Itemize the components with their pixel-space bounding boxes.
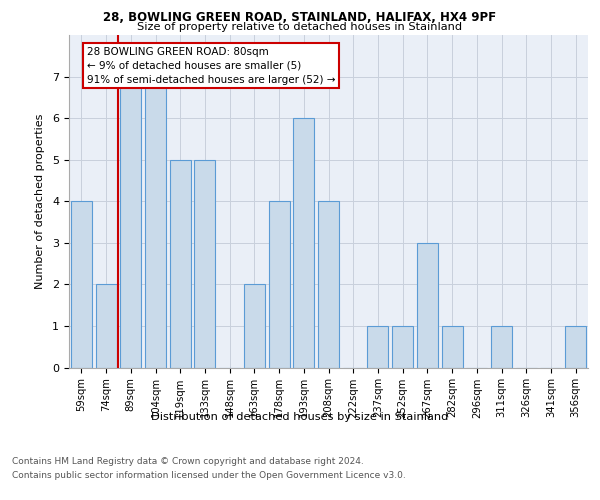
Bar: [244, 284, 265, 368]
Text: Contains HM Land Registry data © Crown copyright and database right 2024.: Contains HM Land Registry data © Crown c…: [12, 458, 364, 466]
Bar: [95, 284, 116, 368]
Bar: [120, 76, 141, 368]
Bar: [269, 201, 290, 368]
Bar: [367, 326, 388, 368]
Bar: [491, 326, 512, 368]
Bar: [145, 76, 166, 368]
Text: 28, BOWLING GREEN ROAD, STAINLAND, HALIFAX, HX4 9PF: 28, BOWLING GREEN ROAD, STAINLAND, HALIF…: [103, 11, 497, 24]
Bar: [417, 243, 438, 368]
Bar: [71, 201, 92, 368]
Y-axis label: Number of detached properties: Number of detached properties: [35, 114, 45, 289]
Text: Size of property relative to detached houses in Stainland: Size of property relative to detached ho…: [137, 22, 463, 32]
Bar: [565, 326, 586, 368]
Bar: [293, 118, 314, 368]
Text: Distribution of detached houses by size in Stainland: Distribution of detached houses by size …: [151, 412, 449, 422]
Bar: [442, 326, 463, 368]
Bar: [170, 160, 191, 368]
Text: 28 BOWLING GREEN ROAD: 80sqm
← 9% of detached houses are smaller (5)
91% of semi: 28 BOWLING GREEN ROAD: 80sqm ← 9% of det…: [87, 46, 335, 84]
Text: Contains public sector information licensed under the Open Government Licence v3: Contains public sector information licen…: [12, 471, 406, 480]
Bar: [392, 326, 413, 368]
Bar: [194, 160, 215, 368]
Bar: [318, 201, 339, 368]
